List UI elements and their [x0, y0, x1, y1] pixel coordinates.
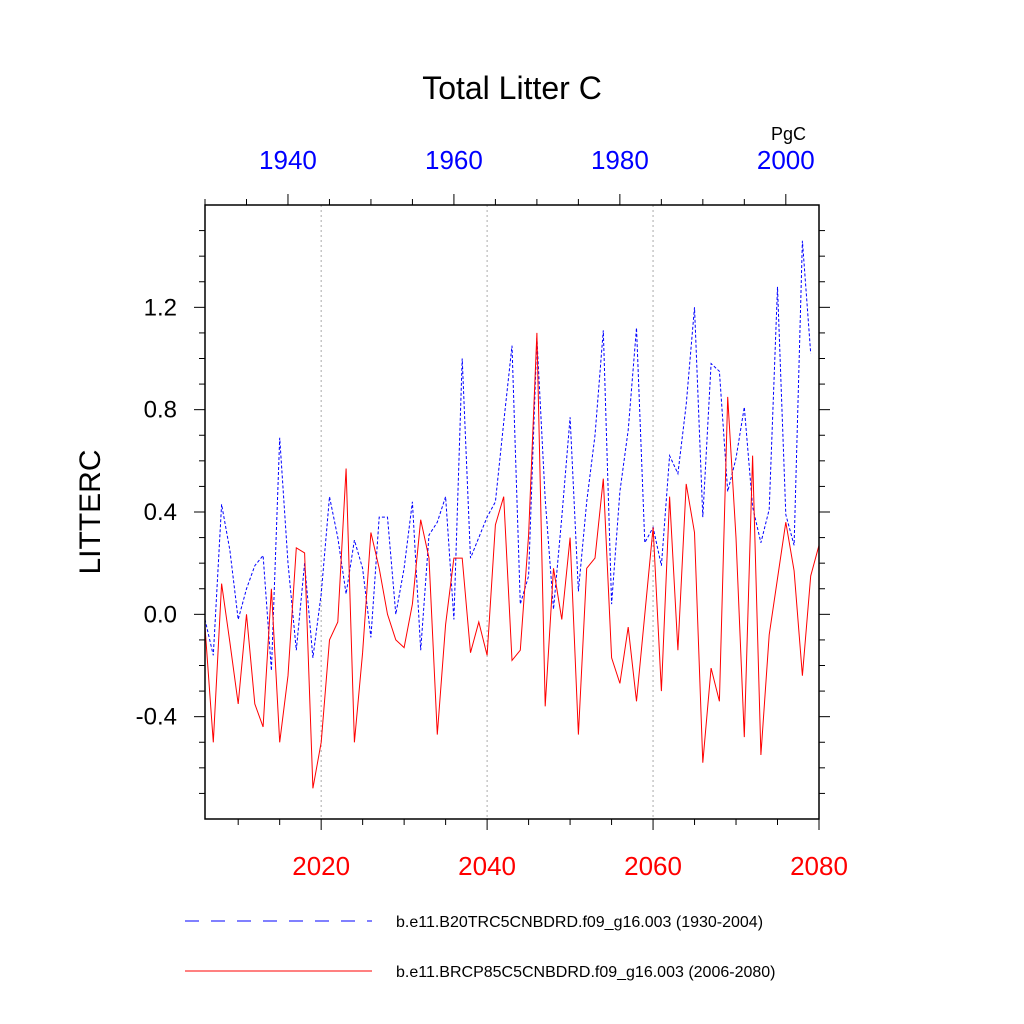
legend-label-rcp85: b.e11.BRCP85C5CNBDRD.f09_g16.003 (2006-2…: [396, 964, 775, 981]
y-tick-label: 0.4: [144, 499, 177, 526]
bottom-tick-label: 2080: [790, 851, 848, 881]
ticks-layer: -0.4 0.0 0.4 0.8 1.2 2020 2040 2060 2080 1940 1960…: [136, 145, 848, 881]
bottom-tick-label: 2040: [458, 851, 516, 881]
bottom-tick-label: 2060: [624, 851, 682, 881]
y-tick-label: 0.8: [144, 397, 177, 424]
top-tick-label: 1960: [425, 145, 483, 175]
y-axis-label: LITTERC: [74, 449, 107, 574]
y-tick-label: 0.0: [144, 601, 177, 628]
gridlines: [320, 205, 654, 819]
top-tick-label: 1980: [591, 145, 649, 175]
series-layer: [204, 240, 820, 789]
legend: b.e11.B20TRC5CNBDRD.f09_g16.003 (1930-20…: [185, 914, 775, 981]
plot-frame: [204, 204, 820, 820]
y-tick-label: -0.4: [136, 704, 177, 731]
series-line-rcp85: [204, 332, 820, 789]
units-label: PgC: [771, 124, 806, 144]
bottom-tick-label: 2020: [292, 851, 350, 881]
top-tick-label: 2000: [757, 145, 815, 175]
chart-title: Total Litter C: [422, 70, 602, 106]
legend-label-historical: b.e11.B20TRC5CNBDRD.f09_g16.003 (1930-20…: [396, 914, 763, 931]
series-line-historical: [204, 240, 812, 671]
y-tick-label: 1.2: [144, 294, 177, 321]
top-tick-label: 1940: [259, 145, 317, 175]
